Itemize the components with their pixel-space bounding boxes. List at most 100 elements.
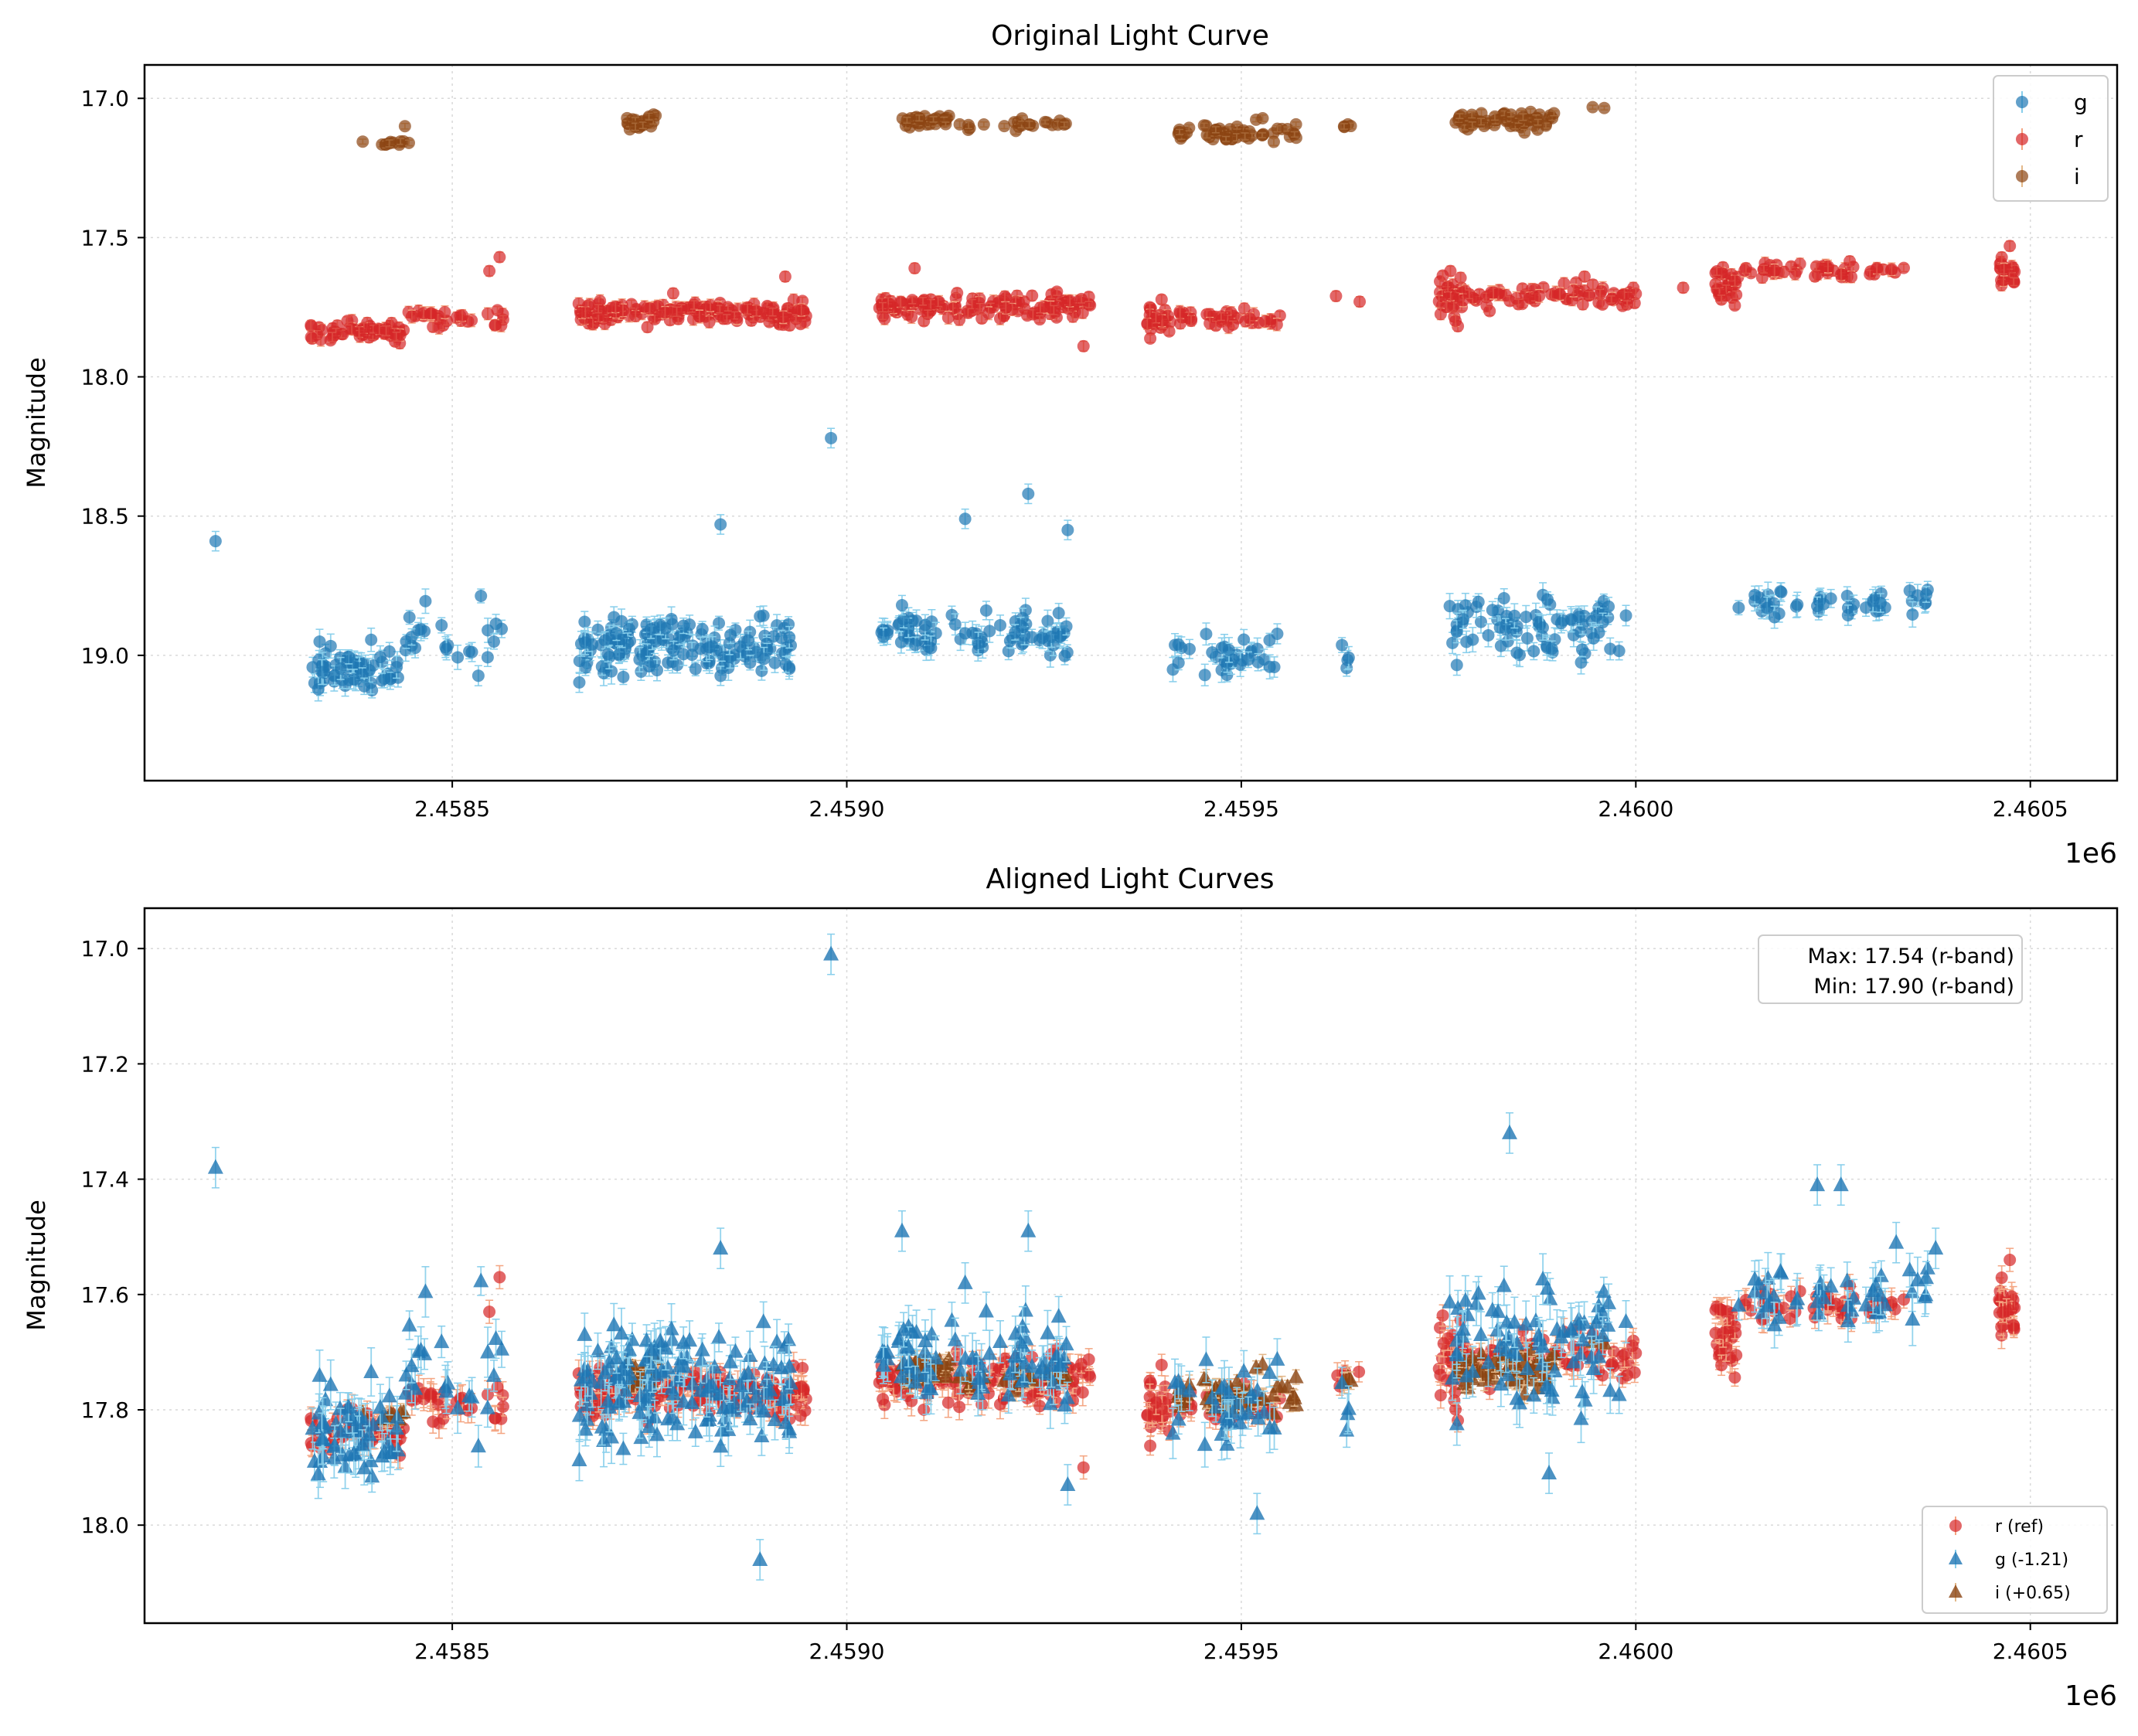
- data-point-r: [721, 301, 734, 314]
- data-point-g: [417, 1266, 434, 1318]
- data-point-r: [778, 270, 792, 283]
- data-point-r: [975, 312, 989, 325]
- data-point-i: [1039, 115, 1052, 128]
- data-point-r: [1082, 291, 1095, 304]
- y-axis-label: Magnitude: [22, 1200, 51, 1331]
- data-point-r: [1845, 271, 1858, 284]
- data-point-g: [451, 645, 465, 670]
- data-point-r: [795, 303, 808, 317]
- data-point-g: [324, 633, 337, 659]
- data-point-g: [434, 1325, 450, 1359]
- data-point-r-ref: [483, 1299, 496, 1324]
- data-point-g: [1472, 593, 1485, 611]
- data-point-g: [978, 1292, 994, 1331]
- data-point-g: [724, 626, 737, 645]
- data-point-g: [403, 609, 416, 625]
- x-offset-label: 1e6: [2065, 838, 2117, 870]
- data-point-r: [1033, 313, 1047, 326]
- data-point-i: [1466, 119, 1479, 132]
- data-point-i: [1598, 101, 1611, 114]
- data-point-g: [1545, 640, 1558, 658]
- data-point-r: [876, 301, 889, 314]
- data-point-r: [1442, 280, 1455, 293]
- data-point-r: [1077, 339, 1090, 352]
- data-point-r-ref: [1077, 1455, 1090, 1480]
- data-point-r: [1214, 310, 1227, 323]
- data-point-r: [456, 308, 469, 322]
- data-point-r: [1462, 288, 1476, 301]
- plot-frame: [143, 63, 2119, 782]
- data-point-r: [1155, 293, 1168, 306]
- data-point-g: [754, 606, 767, 627]
- data-point-r: [2007, 275, 2021, 288]
- data-point-r: [1871, 261, 1884, 274]
- data-point-i: [1517, 111, 1530, 124]
- min-annotation: Min: 17.90 (r-band): [1813, 975, 2014, 999]
- y-tick-label: 17.0: [81, 86, 129, 111]
- data-point-g: [363, 1347, 380, 1397]
- data-point-g: [769, 1319, 785, 1366]
- legend-label-g: g: [2074, 90, 2088, 115]
- data-point-g: [419, 588, 432, 614]
- data-point-g: [1494, 635, 1507, 658]
- y-tick-label: 17.0: [81, 936, 129, 962]
- data-point-g: [1222, 637, 1235, 663]
- data-point-i: [356, 135, 369, 148]
- data-point-g: [578, 611, 591, 633]
- data-point-g: [948, 613, 962, 636]
- data-point-g: [1587, 625, 1600, 652]
- data-point-g: [825, 427, 838, 449]
- data-point-r: [1715, 293, 1728, 306]
- data-point-i: [1288, 1368, 1304, 1385]
- data-point-r: [592, 302, 605, 315]
- data-point-i: [1238, 130, 1251, 143]
- data-point-r: [1047, 304, 1060, 317]
- x-tick-label: 2.4590: [809, 796, 885, 822]
- data-point-g: [714, 514, 727, 535]
- data-point-r: [1709, 277, 1722, 291]
- data-point-i: [1173, 125, 1186, 138]
- data-point-g: [1906, 601, 1919, 628]
- data-point-g: [1342, 645, 1355, 669]
- data-point-g: [1602, 597, 1615, 617]
- data-point-r: [438, 305, 451, 319]
- data-point-g: [755, 1301, 771, 1343]
- data-point-g: [373, 645, 386, 669]
- data-point-g: [1748, 585, 1762, 605]
- data-point-g: [470, 1425, 486, 1468]
- data-point-r: [1329, 290, 1343, 303]
- data-point-g: [1336, 637, 1349, 653]
- y-axis-label: Magnitude: [22, 357, 51, 488]
- data-point-i: [1255, 128, 1268, 141]
- data-point-g: [979, 601, 992, 621]
- data-point-g: [577, 1312, 593, 1357]
- data-point-g: [703, 634, 716, 660]
- data-point-r: [481, 307, 494, 321]
- data-point-i: [1220, 132, 1233, 145]
- data-point-g: [645, 619, 658, 639]
- data-point-r: [766, 305, 779, 318]
- data-point-r: [1844, 254, 1857, 267]
- data-point-g: [972, 631, 985, 655]
- data-point-g: [617, 669, 630, 686]
- data-point-g: [711, 1322, 727, 1353]
- data-point-i: [1023, 118, 1036, 131]
- data-point-g: [390, 655, 403, 679]
- data-point-r: [2004, 240, 2017, 253]
- data-point-g: [573, 648, 586, 674]
- data-point-g: [1197, 1421, 1213, 1468]
- data-point-r: [489, 318, 502, 332]
- data-point-r: [325, 331, 339, 344]
- data-point-r: [894, 295, 907, 308]
- data-point-g: [342, 649, 356, 665]
- data-point-g: [1809, 1164, 1826, 1206]
- data-point-r: [1353, 295, 1367, 308]
- data-point-g: [1263, 632, 1276, 648]
- data-point-g: [615, 1432, 632, 1465]
- x-tick-label: 2.4585: [414, 796, 490, 822]
- data-point-r: [1227, 318, 1240, 331]
- data-point-g: [1536, 614, 1549, 641]
- stats-annotation: Max: 17.54 (r-band) Min: 17.90 (r-band): [1758, 934, 2023, 1004]
- data-point-g: [405, 628, 418, 646]
